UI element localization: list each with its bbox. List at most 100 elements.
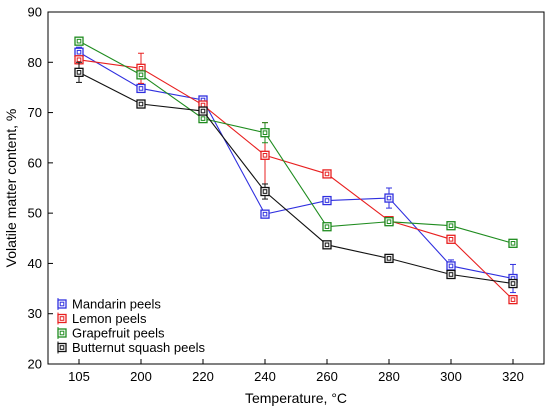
x-axis-title: Temperature, °C bbox=[245, 390, 347, 406]
data-point bbox=[74, 47, 84, 57]
marker-inner bbox=[448, 263, 454, 269]
marker-outer bbox=[322, 240, 332, 250]
data-point bbox=[74, 67, 84, 77]
marker-inner bbox=[448, 223, 454, 229]
marker-inner bbox=[76, 57, 82, 63]
data-point bbox=[384, 253, 394, 264]
series-line bbox=[78, 51, 514, 280]
marker-inner bbox=[76, 70, 82, 75]
data-point bbox=[322, 169, 332, 179]
marker-inner bbox=[510, 281, 516, 286]
marker-outer bbox=[508, 238, 518, 248]
marker-inner bbox=[262, 153, 268, 158]
marker-inner bbox=[138, 101, 144, 107]
data-point bbox=[446, 221, 456, 231]
y-axis: 20 30 40 50 60 70 80 90 bbox=[28, 5, 53, 372]
data-point bbox=[446, 234, 456, 244]
marker-inner bbox=[76, 49, 82, 55]
marker-inner bbox=[59, 345, 65, 350]
marker-outer bbox=[57, 328, 67, 338]
data-point bbox=[322, 195, 332, 206]
series-butternut-squash-peels bbox=[74, 61, 518, 289]
data-point bbox=[384, 217, 394, 227]
data-point bbox=[322, 240, 332, 250]
data-point bbox=[260, 186, 270, 197]
data-point bbox=[136, 83, 146, 94]
data-point bbox=[260, 209, 270, 219]
x-tick-label: 280 bbox=[378, 369, 400, 384]
marker-outer bbox=[446, 261, 456, 271]
y-tick-label: 30 bbox=[28, 306, 42, 321]
data-point bbox=[260, 128, 270, 138]
marker-outer bbox=[322, 195, 332, 206]
series-line bbox=[78, 40, 514, 244]
x-axis: 105 200 220 240 260 280 300 320 bbox=[68, 359, 524, 384]
y-tick-label: 50 bbox=[28, 206, 42, 221]
data-point bbox=[508, 238, 518, 248]
legend-item: Lemon peels bbox=[57, 311, 147, 326]
series-line bbox=[78, 71, 514, 285]
data-point bbox=[136, 70, 146, 80]
marker-outer bbox=[322, 222, 332, 232]
marker-outer bbox=[136, 70, 146, 80]
marker-outer bbox=[322, 169, 332, 179]
x-tick-label: 260 bbox=[316, 369, 338, 384]
data-point bbox=[260, 150, 270, 160]
marker-inner bbox=[200, 116, 206, 121]
data-point bbox=[508, 294, 518, 305]
data-point bbox=[446, 261, 456, 271]
marker-outer bbox=[57, 313, 67, 324]
x-tick-label: 240 bbox=[254, 369, 276, 384]
legend-marker bbox=[57, 299, 67, 309]
series-grapefruit-peels bbox=[74, 36, 518, 248]
marker-outer bbox=[198, 106, 208, 116]
marker-inner bbox=[324, 242, 330, 248]
data-point bbox=[384, 193, 394, 203]
y-tick-label: 70 bbox=[28, 105, 42, 120]
marker-inner bbox=[138, 66, 144, 71]
marker-inner bbox=[59, 330, 65, 336]
y-tick-label: 60 bbox=[28, 155, 42, 170]
y-tick-label: 20 bbox=[28, 357, 42, 372]
data-point bbox=[508, 278, 518, 289]
series-line bbox=[78, 59, 514, 301]
x-tick-label: 300 bbox=[440, 369, 462, 384]
legend-label: Lemon peels bbox=[72, 311, 147, 326]
marker-outer bbox=[446, 269, 456, 280]
x-tick-label: 200 bbox=[130, 369, 152, 384]
legend-item: Grapefruit peels bbox=[57, 326, 165, 341]
plot-frame bbox=[47, 11, 545, 365]
marker-outer bbox=[508, 278, 518, 289]
marker-outer bbox=[57, 342, 67, 353]
marker-outer bbox=[136, 99, 146, 109]
marker-inner bbox=[138, 72, 144, 78]
marker-inner bbox=[386, 195, 392, 201]
marker-inner bbox=[138, 86, 144, 91]
marker-outer bbox=[260, 150, 270, 160]
series-mandarin-peels bbox=[74, 46, 518, 294]
marker-inner bbox=[448, 236, 454, 242]
marker-outer bbox=[384, 217, 394, 227]
x-tick-label: 220 bbox=[192, 369, 214, 384]
marker-outer bbox=[260, 186, 270, 197]
marker-outer bbox=[260, 209, 270, 219]
marker-outer bbox=[198, 113, 208, 124]
marker-inner bbox=[386, 219, 392, 224]
y-axis-title: Volatile matter content, % bbox=[3, 109, 19, 268]
marker-inner bbox=[324, 224, 330, 230]
marker-outer bbox=[260, 128, 270, 138]
marker-outer bbox=[74, 47, 84, 57]
data-point bbox=[322, 222, 332, 232]
marker-outer bbox=[74, 67, 84, 77]
marker-inner bbox=[448, 272, 454, 277]
marker-outer bbox=[446, 221, 456, 231]
marker-outer bbox=[446, 234, 456, 244]
marker-outer bbox=[57, 299, 67, 309]
marker-inner bbox=[262, 130, 268, 135]
data-point bbox=[446, 269, 456, 280]
marker-outer bbox=[384, 253, 394, 264]
marker-inner bbox=[510, 241, 516, 246]
legend-marker bbox=[57, 328, 67, 338]
